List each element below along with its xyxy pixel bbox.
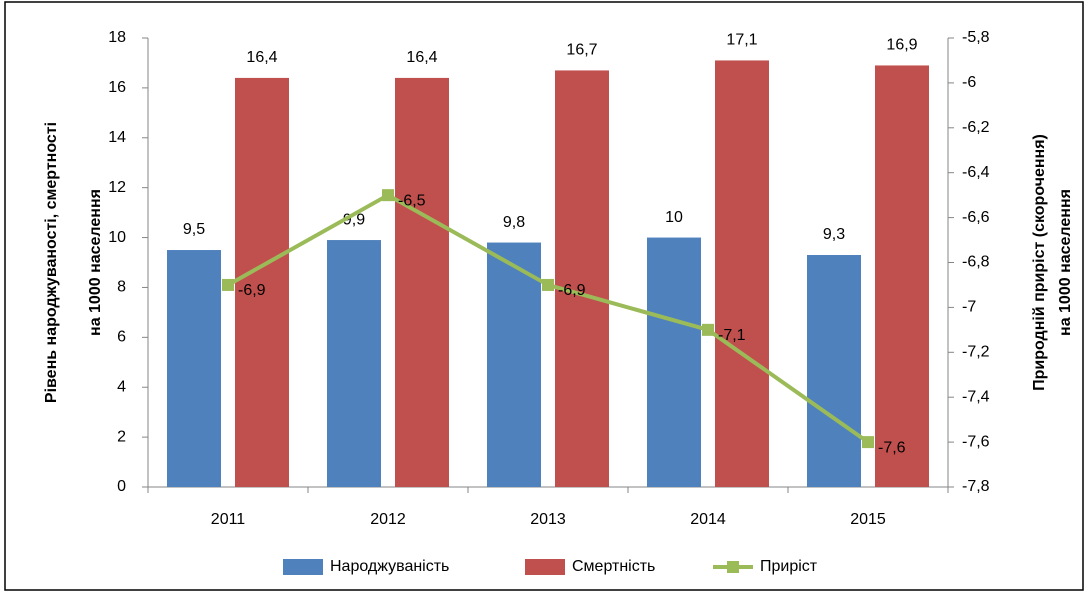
legend-swatch [525, 559, 565, 575]
y-axis-title: на 1000 населення [87, 189, 104, 336]
y-tick-label: 4 [117, 378, 126, 395]
chart-frame [4, 1, 1084, 591]
bar [647, 237, 701, 487]
y-tick-label: 18 [108, 29, 126, 46]
y2-tick-label: -6 [962, 74, 976, 91]
data-label: 16,9 [886, 37, 917, 54]
data-label: -7,6 [878, 439, 906, 456]
legend-swatch [283, 559, 323, 575]
y-tick-label: 12 [108, 179, 126, 196]
y2-tick-label: -6,8 [962, 254, 990, 271]
y-axis-title: Рівень народжуваності, смертності [43, 122, 60, 403]
data-label: -7,1 [718, 327, 746, 344]
y2-tick-label: -6,4 [962, 164, 990, 181]
y2-tick-label: -6,2 [962, 119, 990, 136]
y2-tick-label: -7,6 [962, 433, 990, 450]
bar [715, 60, 769, 487]
y2-tick-label: -7,2 [962, 344, 990, 361]
data-label: 17,1 [726, 32, 757, 49]
y2-axis-title: Природній приріст (скорочення) [1031, 134, 1048, 391]
bar [167, 250, 221, 487]
y2-tick-label: -6,6 [962, 209, 990, 226]
y2-tick-label: -7,8 [962, 478, 990, 495]
bar [555, 70, 609, 487]
y2-tick-label: -5,8 [962, 29, 990, 46]
data-label: 16,7 [566, 42, 597, 59]
bar [235, 77, 289, 488]
legend-label: Приріст [760, 558, 818, 575]
bar [327, 240, 381, 487]
bar [807, 255, 861, 487]
y-tick-label: 14 [108, 129, 126, 146]
y2-tick-label: -7,4 [962, 388, 990, 405]
line-marker [542, 278, 554, 291]
data-label: 10 [665, 209, 683, 226]
y-tick-label: 16 [108, 79, 126, 96]
y-tick-label: 6 [117, 329, 126, 346]
bar [395, 77, 449, 488]
data-label: -6,9 [238, 282, 266, 299]
x-tick-label: 2013 [530, 511, 566, 528]
data-label: 9,8 [503, 214, 525, 231]
y-tick-label: 10 [108, 229, 126, 246]
y2-axis-title: на 1000 населення [1057, 189, 1074, 336]
line-marker [382, 189, 394, 202]
legend-label: Народжуваність [330, 558, 449, 575]
legend-marker [727, 561, 739, 573]
y-tick-label: 0 [117, 478, 126, 495]
y-tick-label: 2 [117, 428, 126, 445]
line-marker [702, 323, 714, 336]
bar [875, 65, 929, 487]
data-label: -6,9 [558, 282, 586, 299]
y-tick-label: 8 [117, 279, 126, 296]
x-tick-label: 2015 [850, 511, 886, 528]
line-marker [862, 436, 874, 449]
x-tick-label: 2012 [370, 511, 406, 528]
legend-label: Смертність [572, 558, 655, 575]
data-label: 9,5 [183, 221, 205, 238]
line-marker [222, 278, 234, 291]
data-label: 9,3 [823, 226, 845, 243]
line [227, 192, 870, 444]
x-tick-label: 2011 [211, 511, 246, 528]
bar [487, 242, 541, 487]
y2-tick-label: -7 [962, 299, 976, 316]
data-label: -6,5 [398, 192, 426, 209]
x-tick-label: 2014 [690, 511, 726, 528]
data-label: 16,4 [406, 49, 437, 66]
data-label: 16,4 [246, 49, 277, 66]
